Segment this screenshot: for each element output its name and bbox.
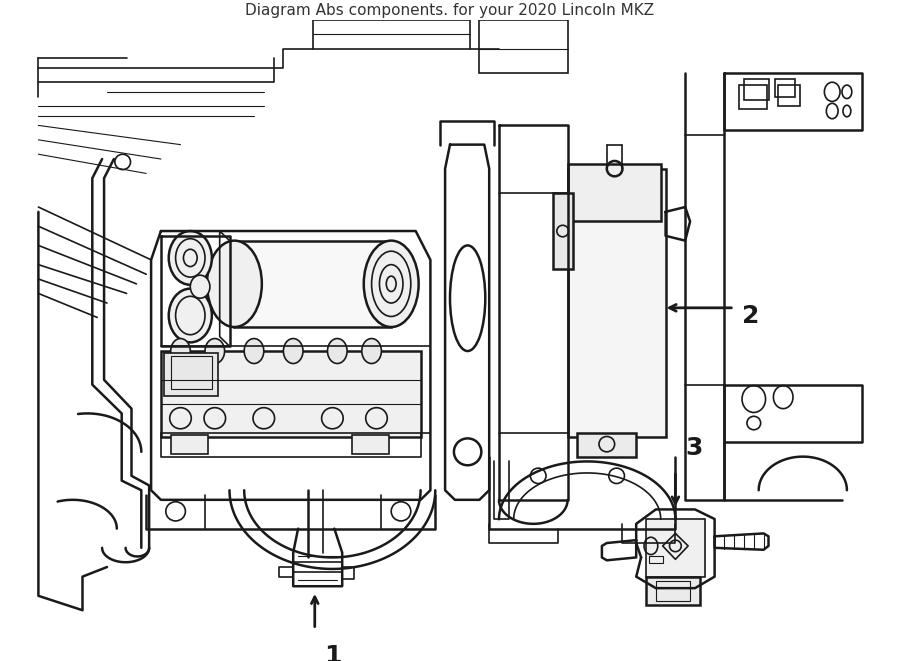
Ellipse shape bbox=[205, 338, 225, 364]
Bar bbox=[352, 434, 389, 453]
Bar bbox=[234, 241, 392, 327]
Bar bbox=[161, 351, 420, 438]
Bar bbox=[164, 353, 218, 396]
Bar bbox=[739, 85, 767, 109]
Text: Diagram Abs components. for your 2020 Lincoln MKZ: Diagram Abs components. for your 2020 Li… bbox=[246, 3, 654, 18]
Ellipse shape bbox=[190, 275, 210, 298]
Bar bbox=[553, 192, 572, 270]
Bar bbox=[776, 79, 795, 97]
Ellipse shape bbox=[244, 338, 264, 364]
Text: 1: 1 bbox=[325, 644, 342, 661]
Ellipse shape bbox=[284, 338, 303, 364]
Bar bbox=[656, 582, 690, 601]
Ellipse shape bbox=[364, 241, 418, 327]
Bar bbox=[480, 20, 568, 73]
Bar bbox=[171, 434, 208, 453]
Bar bbox=[646, 576, 700, 605]
Bar bbox=[568, 164, 661, 221]
Bar bbox=[171, 356, 212, 389]
Ellipse shape bbox=[328, 338, 347, 364]
Bar bbox=[778, 85, 800, 106]
Ellipse shape bbox=[362, 338, 382, 364]
Ellipse shape bbox=[168, 231, 212, 285]
Bar bbox=[578, 433, 636, 457]
Text: 2: 2 bbox=[742, 303, 760, 327]
Bar bbox=[568, 169, 666, 438]
Ellipse shape bbox=[168, 289, 212, 342]
Ellipse shape bbox=[171, 338, 190, 364]
Bar bbox=[744, 79, 769, 100]
Ellipse shape bbox=[207, 241, 262, 327]
Bar bbox=[646, 519, 705, 576]
Bar bbox=[649, 555, 662, 563]
Text: 3: 3 bbox=[685, 436, 703, 459]
